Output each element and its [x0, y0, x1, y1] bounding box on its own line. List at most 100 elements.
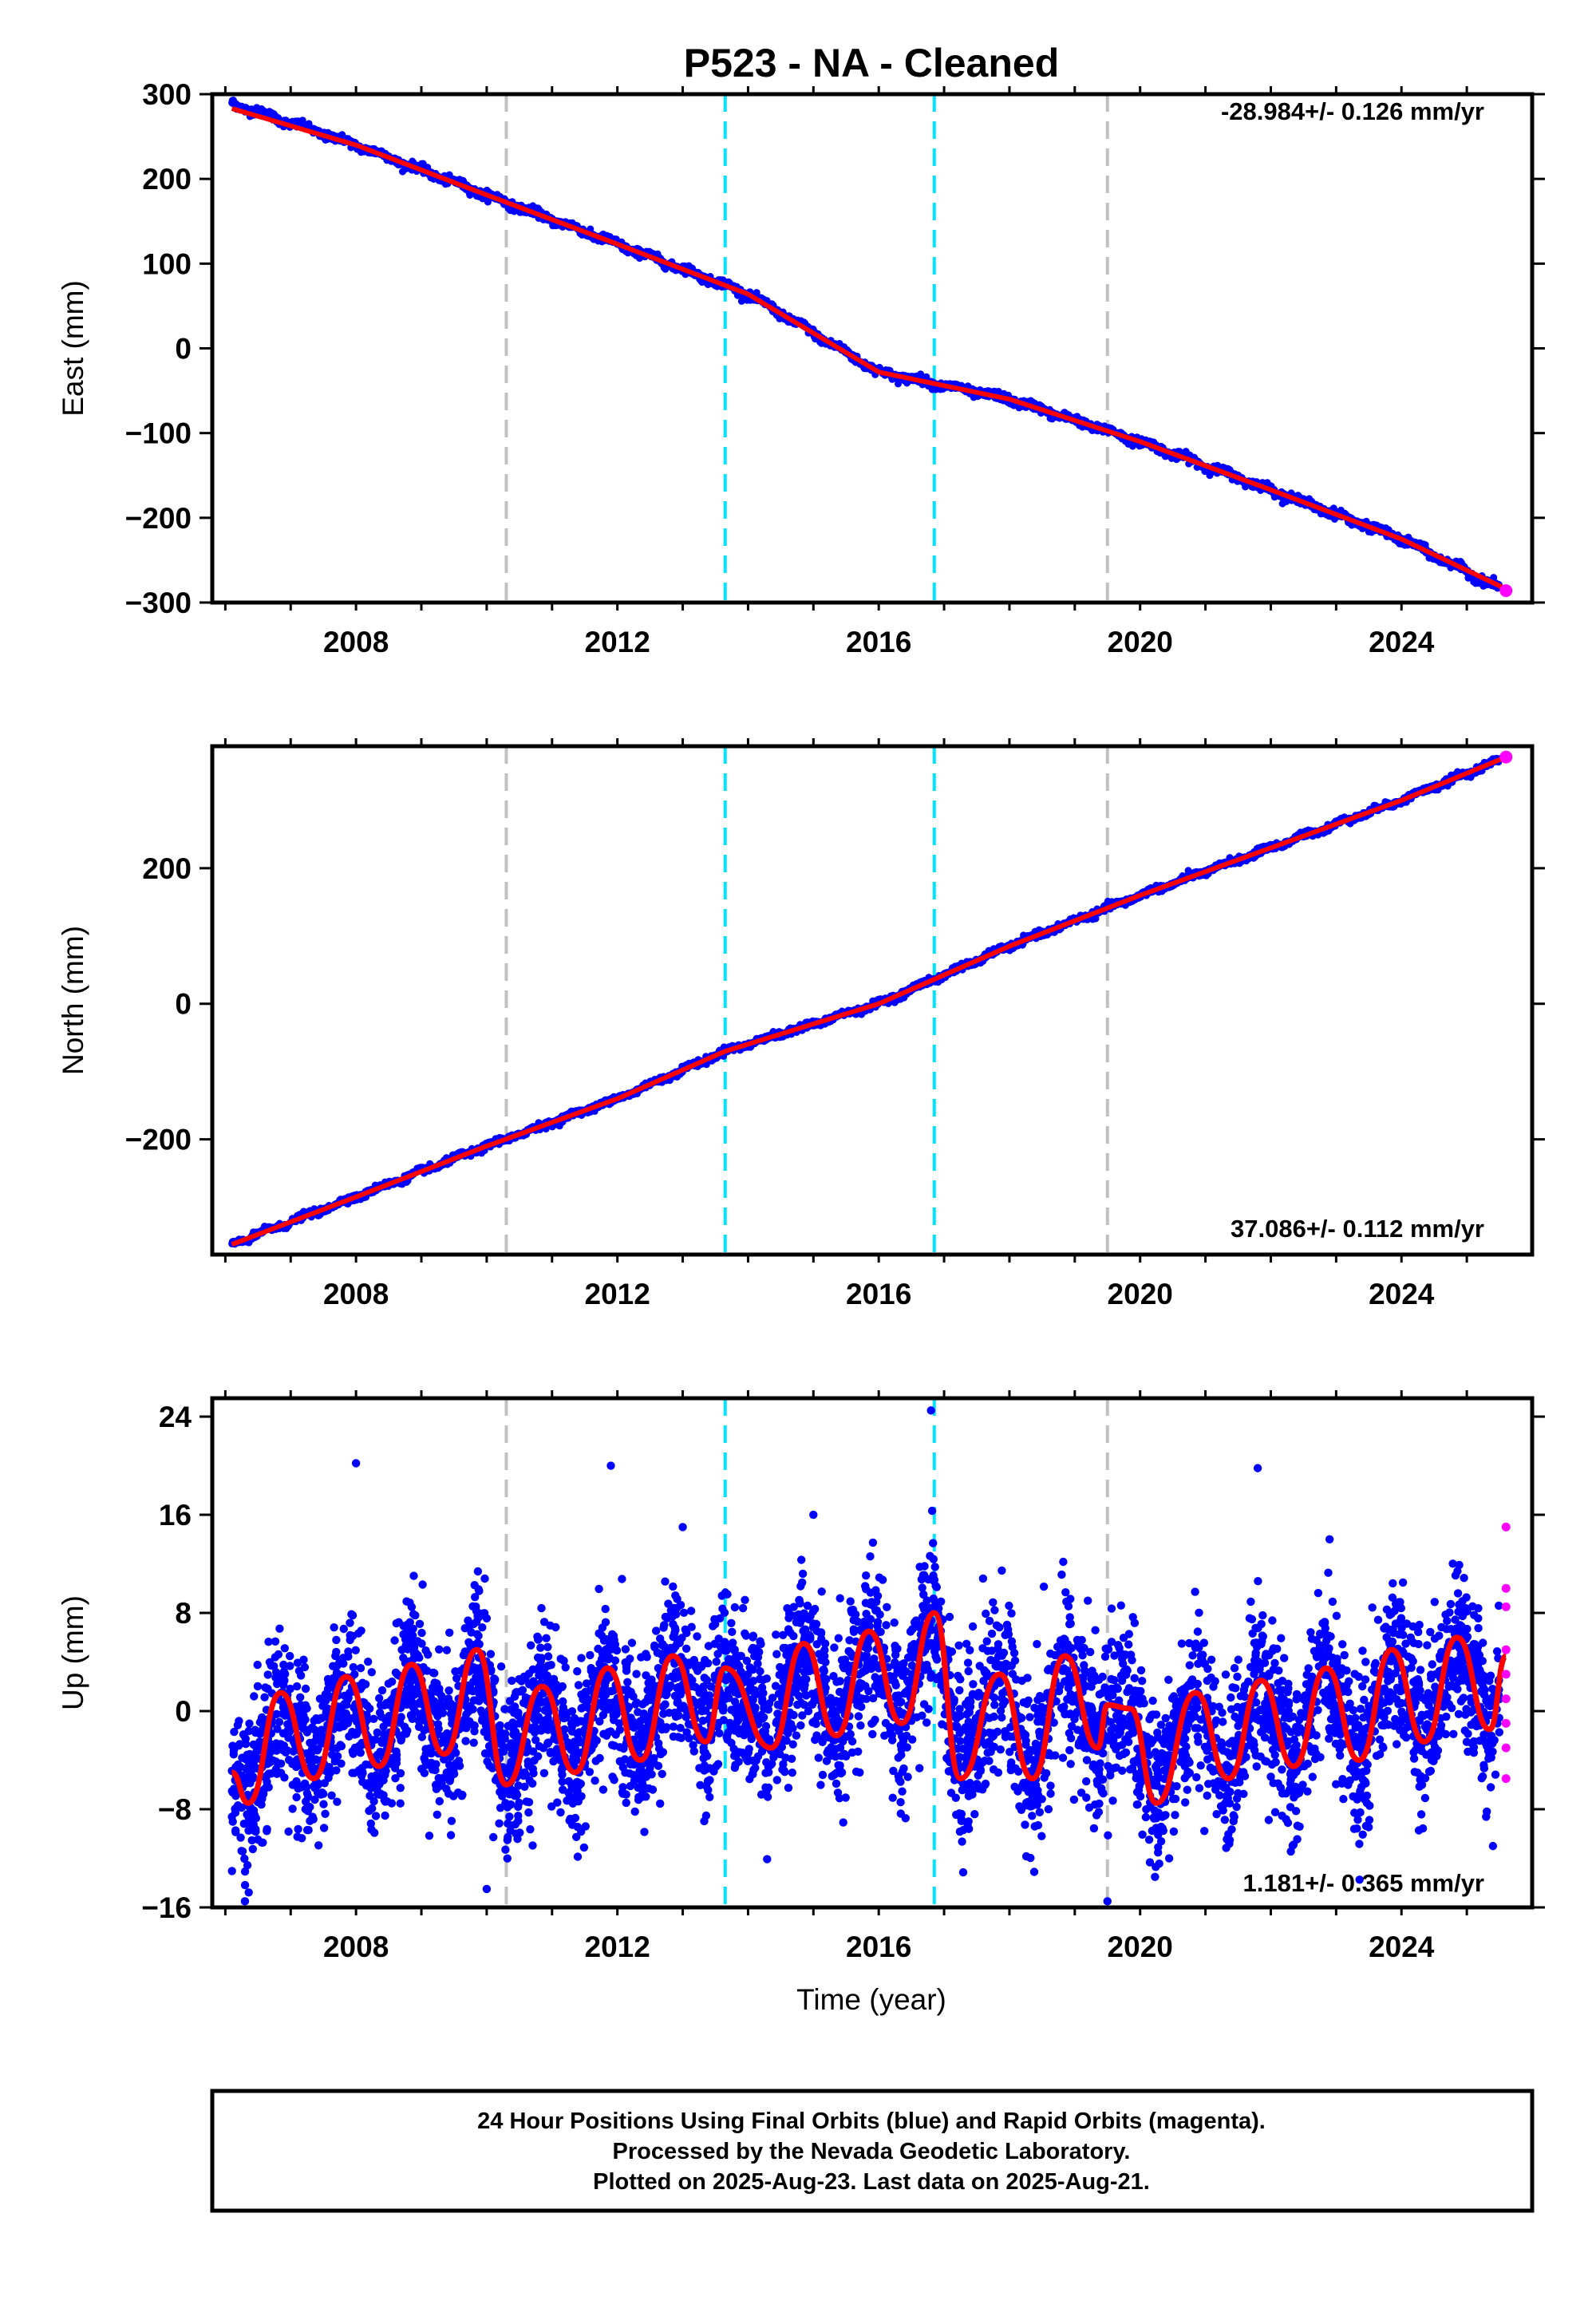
final-orbit-point	[1409, 1754, 1419, 1763]
final-orbit-point	[1031, 1746, 1040, 1755]
final-orbit-point	[1006, 1723, 1015, 1732]
final-orbit-point	[759, 1689, 768, 1697]
final-orbit-point	[330, 1674, 339, 1684]
final-orbit-point	[1185, 1638, 1194, 1648]
final-orbit-point	[866, 1552, 875, 1561]
final-orbit-point	[922, 1718, 931, 1727]
final-orbit-point	[772, 1776, 781, 1784]
final-orbit-point	[1145, 1858, 1155, 1867]
final-orbit-point	[308, 1743, 317, 1752]
final-orbit-point	[642, 1650, 650, 1658]
final-orbit-point	[1185, 1661, 1195, 1670]
final-orbit-point	[609, 1711, 618, 1721]
final-orbit-point	[242, 1755, 251, 1765]
final-orbit-point	[558, 1777, 567, 1786]
final-orbit-point	[1156, 1721, 1166, 1729]
final-orbit-point	[1194, 1724, 1203, 1733]
final-orbit-point	[1268, 1745, 1278, 1754]
final-orbit-point	[569, 1753, 578, 1761]
final-orbit-point	[1255, 1662, 1265, 1670]
final-orbit-point	[1277, 1634, 1286, 1642]
final-orbit-point	[1232, 1802, 1241, 1812]
final-orbit-point	[856, 1625, 865, 1634]
final-orbit-point	[1399, 1630, 1408, 1639]
final-orbit-point	[558, 1770, 567, 1779]
final-orbit-point	[275, 1624, 284, 1633]
final-orbit-point	[409, 1643, 419, 1652]
final-orbit-point	[987, 1741, 996, 1751]
final-orbit-point	[574, 1681, 583, 1690]
final-orbit-point	[624, 1690, 633, 1698]
final-orbit-point	[626, 1760, 635, 1769]
final-orbit-point	[1474, 1614, 1483, 1623]
final-orbit-point	[796, 1721, 805, 1730]
final-orbit-point	[607, 1645, 616, 1654]
final-orbit-point	[240, 1773, 249, 1782]
final-orbit-point	[1423, 1641, 1432, 1650]
final-orbit-point	[1062, 1678, 1072, 1687]
final-orbit-point	[784, 1784, 793, 1792]
final-orbit-point	[862, 1571, 871, 1580]
final-orbit-point	[1252, 1698, 1261, 1707]
final-orbit-point	[763, 1855, 772, 1863]
final-orbit-point	[1155, 1773, 1163, 1782]
final-orbit-point	[968, 1622, 978, 1631]
final-orbit-point	[799, 1626, 808, 1635]
final-orbit-point	[805, 1666, 814, 1675]
final-orbit-point	[796, 1698, 805, 1707]
final-orbit-point	[498, 1792, 507, 1800]
x-tick-label: 2024	[1369, 1278, 1435, 1310]
final-orbit-point	[1066, 1760, 1075, 1769]
final-orbit-point	[417, 1628, 426, 1638]
final-orbit-point	[1280, 1654, 1289, 1662]
final-orbit-point	[447, 1816, 456, 1825]
final-orbit-point	[264, 1638, 273, 1646]
final-orbit-point	[958, 1779, 968, 1788]
final-orbit-point	[621, 1645, 630, 1654]
final-orbit-point	[788, 1769, 796, 1777]
final-orbit-point	[1151, 1826, 1159, 1835]
final-orbit-point	[433, 1810, 441, 1819]
final-orbit-point	[1373, 1615, 1383, 1624]
final-orbit-point	[240, 1880, 250, 1890]
y-axis-label: North (mm)	[57, 926, 89, 1075]
final-orbit-point	[1138, 1830, 1147, 1839]
final-orbit-point	[542, 1634, 551, 1642]
final-orbit-point	[896, 1798, 905, 1807]
final-orbit-point	[996, 1745, 1005, 1754]
final-orbit-point	[1491, 1770, 1500, 1779]
final-orbit-point	[1107, 1604, 1116, 1613]
final-orbit-point	[727, 1705, 736, 1714]
final-orbit-point	[836, 1594, 844, 1603]
final-orbit-point	[446, 1709, 456, 1718]
final-orbit-point	[1203, 1676, 1212, 1686]
final-orbit-point	[579, 1843, 589, 1852]
final-orbit-point	[919, 1590, 928, 1599]
final-orbit-point	[244, 1888, 253, 1897]
final-orbit-point	[1124, 1640, 1133, 1649]
final-orbit-point	[816, 1780, 825, 1789]
final-orbit-point	[255, 1737, 264, 1746]
final-orbit-point	[243, 1861, 252, 1870]
final-orbit-point	[917, 1575, 926, 1584]
final-orbit-point	[752, 1756, 760, 1765]
final-orbit-point	[358, 1764, 366, 1773]
x-tick-label: 2008	[323, 1278, 389, 1310]
final-orbit-point	[271, 1653, 279, 1662]
final-orbit-point	[1358, 1646, 1367, 1655]
final-orbit-point	[906, 1627, 915, 1636]
final-orbit-point	[322, 1767, 331, 1776]
final-orbit-point	[1451, 1615, 1460, 1624]
final-orbit-point	[1312, 1731, 1321, 1740]
final-orbit-point	[701, 1765, 710, 1774]
final-orbit-point	[1349, 1792, 1357, 1801]
final-orbit-point	[405, 1599, 414, 1607]
final-orbit-point	[665, 1709, 674, 1717]
final-orbit-point	[1152, 1710, 1161, 1719]
final-orbit-point	[288, 1804, 297, 1813]
final-orbit-point	[695, 1764, 704, 1773]
final-orbit-point	[749, 1643, 757, 1653]
final-orbit-point	[1182, 1682, 1191, 1692]
final-orbit-point	[1474, 1623, 1483, 1633]
final-orbit-point	[1416, 1810, 1426, 1819]
